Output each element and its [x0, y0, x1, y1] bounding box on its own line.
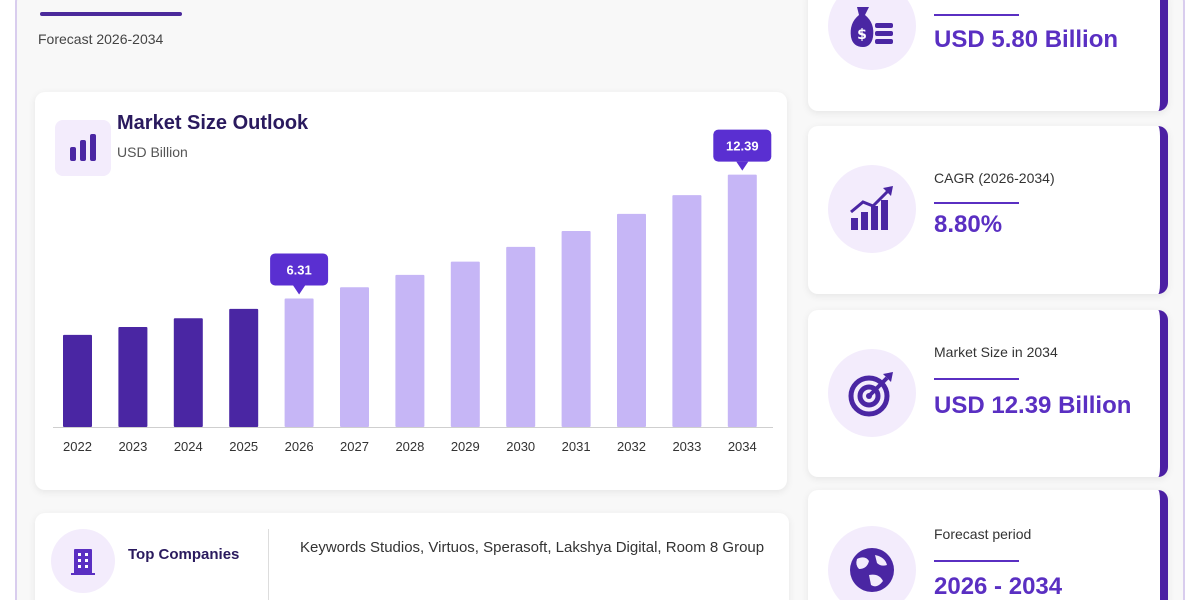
top-companies-list: Keywords Studios, Virtuos, Sperasoft, La…: [300, 539, 765, 556]
market-size-chart-card: Market Size Outlook USD Billion 2022 2023…: [35, 92, 787, 490]
x-tick-2026: 2026: [285, 439, 314, 454]
stat-value: 8.80%: [934, 211, 1003, 238]
bar-2026: [284, 298, 314, 427]
stat-underline: [934, 378, 1019, 380]
bar-2024: [173, 318, 203, 427]
callout-label-2034: 12.39: [726, 139, 759, 154]
stat-label: CAGR (2026-2034): [934, 170, 1055, 186]
stat-underline: [934, 560, 1019, 562]
callout-2026: 6.31: [270, 253, 329, 295]
bar-2023: [118, 326, 148, 427]
x-tick-2024: 2024: [174, 439, 203, 454]
bar-2025: [229, 308, 259, 427]
stat-card-forecast-period: Forecast period 2026 - 2034: [808, 490, 1168, 600]
x-tick-2033: 2033: [672, 439, 701, 454]
x-tick-2029: 2029: [451, 439, 480, 454]
bar-2022: [63, 334, 92, 427]
target-icon: [828, 349, 916, 437]
stat-value: USD 5.80 Billion: [934, 26, 1119, 53]
stat-underline: [934, 14, 1019, 16]
bar-2029: [450, 261, 480, 427]
bar-2032: [617, 213, 646, 427]
chart-unit: USD Billion: [117, 144, 188, 160]
forecast-subtitle: Forecast 2026-2034: [38, 31, 164, 47]
stat-label: Forecast period: [934, 526, 1032, 542]
stat-card-market-size-2025: $ USD 5.80 Billion: [808, 0, 1168, 111]
bar-2033: [672, 195, 702, 427]
svg-text:$: $: [857, 27, 867, 43]
bar-2030: [506, 246, 536, 427]
x-tick-2025: 2025: [229, 439, 258, 454]
bar-2034: [727, 174, 757, 427]
title-underline: [40, 12, 182, 16]
x-tick-2022: 2022: [63, 439, 92, 454]
bar-2027: [340, 287, 369, 427]
stat-value: 2026 - 2034: [934, 573, 1063, 600]
x-tick-2027: 2027: [340, 439, 369, 454]
stat-card-market-size-2034: Market Size in 2034 USD 12.39 Billion: [808, 310, 1168, 477]
x-tick-2034: 2034: [728, 439, 757, 454]
stat-card-cagr: CAGR (2026-2034) 8.80%: [808, 126, 1168, 294]
top-companies-label: Top Companies: [128, 546, 240, 563]
stat-underline: [934, 202, 1019, 204]
divider: [268, 529, 269, 600]
callout-label-2026: 6.31: [286, 262, 311, 277]
x-tick-2028: 2028: [395, 439, 424, 454]
stat-label: Market Size in 2034: [934, 344, 1058, 360]
x-tick-2023: 2023: [118, 439, 147, 454]
x-tick-2031: 2031: [562, 439, 591, 454]
growth-chart-icon: [828, 165, 916, 253]
building-icon: [51, 529, 115, 593]
x-tick-2032: 2032: [617, 439, 646, 454]
top-companies-card: Top Companies Keywords Studios, Virtuos,…: [35, 513, 789, 600]
stat-value: USD 12.39 Billion: [934, 392, 1132, 419]
bar-2028: [395, 274, 425, 427]
bar-chart-icon: [55, 120, 111, 176]
globe-icon: [828, 526, 916, 600]
money-bag-icon: $: [828, 0, 916, 70]
callout-2034: 12.39: [713, 129, 772, 171]
bar-2031: [561, 231, 591, 427]
chart-title: Market Size Outlook: [117, 112, 309, 134]
bar-chart: 2022 2023 2024 2025 2026 2027 2028 2029 2030 2031…: [53, 129, 773, 454]
x-tick-2030: 2030: [506, 439, 535, 454]
